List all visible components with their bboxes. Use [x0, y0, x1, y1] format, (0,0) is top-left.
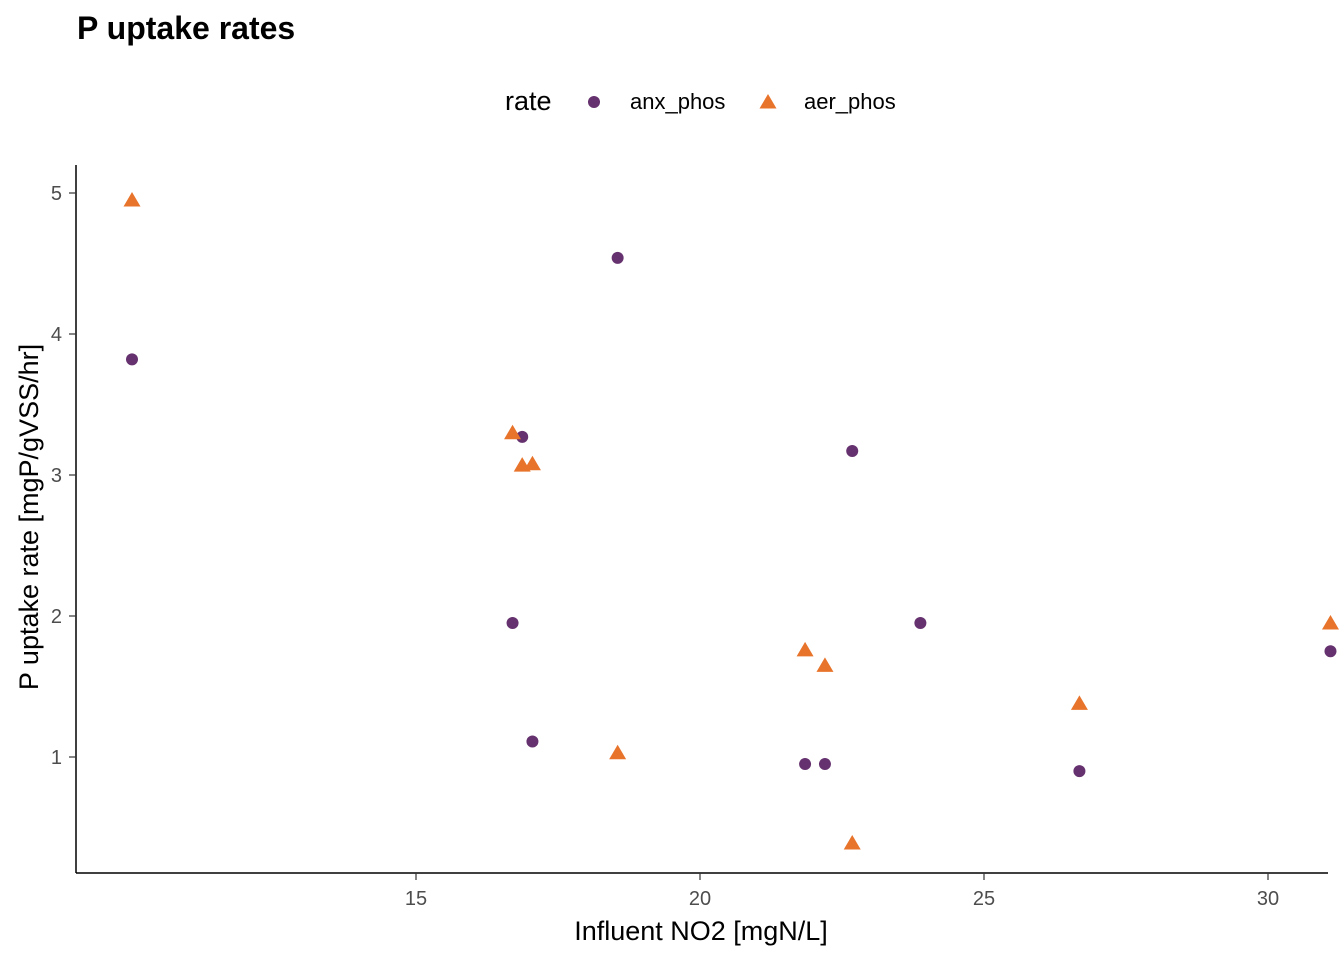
legend: rate anx_phos aer_phos [0, 84, 1344, 120]
point-anx-phos [914, 617, 927, 630]
axes: 15 20 25 30 1 2 3 4 5 [51, 165, 1328, 910]
x-tick-label: 25 [973, 888, 995, 910]
point-anx-phos [526, 735, 539, 748]
y-tick-label: 2 [51, 606, 62, 628]
y-tick-label: 5 [51, 183, 62, 205]
point-anx-phos [516, 430, 529, 443]
point-anx-phos [126, 353, 138, 366]
x-axis-title: Influent NO2 [mgN/L] [574, 916, 828, 946]
y-axis-title: P uptake rate [mgP/gVSS/hr] [14, 344, 44, 690]
legend-label-anx-phos: anx_phos [630, 89, 726, 114]
point-anx-phos [1324, 645, 1337, 658]
point-aer-phos [796, 641, 814, 657]
y-tick-label: 3 [51, 465, 62, 487]
legend-item-aer-phos: aer_phos [754, 84, 914, 120]
legend-title: rate [505, 86, 552, 116]
data-points [123, 192, 1339, 850]
triangle-marker-icon [759, 94, 777, 109]
point-aer-phos [504, 424, 522, 440]
point-aer-phos [843, 835, 861, 850]
point-anx-phos [1073, 765, 1086, 778]
y-tick-label: 4 [51, 324, 62, 346]
y-tick-label: 1 [51, 747, 62, 769]
chart-title: P uptake rates [77, 10, 296, 46]
point-aer-phos [123, 192, 141, 207]
point-aer-phos [1321, 615, 1339, 630]
point-aer-phos [609, 744, 627, 760]
x-tick-label: 15 [405, 888, 427, 910]
point-anx-phos [818, 758, 831, 771]
point-aer-phos [816, 657, 834, 672]
circle-marker-icon [588, 96, 600, 108]
x-tick-label: 20 [689, 888, 711, 910]
point-anx-phos [506, 617, 519, 630]
x-tick-label: 30 [1257, 888, 1279, 910]
point-aer-phos [1070, 695, 1088, 710]
legend-label-aer-phos: aer_phos [804, 89, 896, 114]
legend-item-anx-phos: anx_phos [580, 84, 740, 120]
point-anx-phos [611, 251, 624, 264]
point-aer-phos [523, 455, 541, 471]
point-anx-phos [846, 445, 859, 458]
point-anx-phos [799, 758, 812, 771]
